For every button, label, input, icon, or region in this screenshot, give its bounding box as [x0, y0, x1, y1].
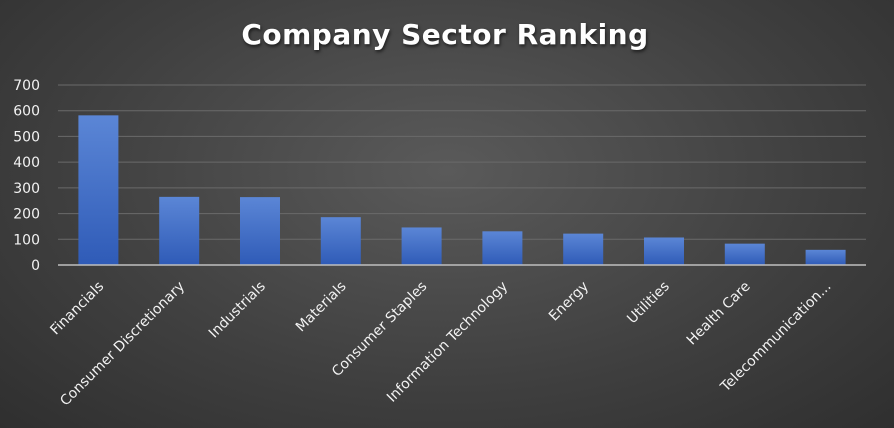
y-tick-label: 200	[13, 207, 40, 223]
x-tick-label: Health Care	[684, 279, 754, 349]
y-tick-label: 700	[13, 78, 40, 94]
bar	[482, 231, 523, 265]
x-tick-label: Utilities	[624, 279, 673, 328]
x-tick-label: Industrials	[206, 279, 269, 342]
y-tick-label: 500	[13, 129, 40, 145]
bar	[805, 249, 846, 265]
bar	[159, 196, 200, 265]
x-tick-label: Materials	[293, 279, 350, 336]
x-tick-label: Financials	[47, 279, 107, 339]
y-tick-label: 100	[13, 232, 40, 248]
bar	[401, 227, 442, 265]
bars	[78, 115, 846, 265]
bar	[78, 115, 119, 265]
chart-title: Company Sector Ranking	[241, 18, 649, 51]
bar	[563, 233, 604, 265]
bar	[240, 197, 280, 265]
bar	[644, 237, 684, 265]
y-tick-label: 300	[13, 181, 40, 197]
y-axis-ticks: 0 100 200 300 400 500 600 700	[13, 78, 40, 274]
bar	[724, 243, 765, 265]
y-tick-label: 400	[13, 155, 40, 171]
x-tick-label: Energy	[546, 279, 592, 325]
y-tick-label: 0	[31, 258, 40, 274]
y-tick-label: 600	[13, 104, 40, 120]
bar	[320, 217, 361, 265]
